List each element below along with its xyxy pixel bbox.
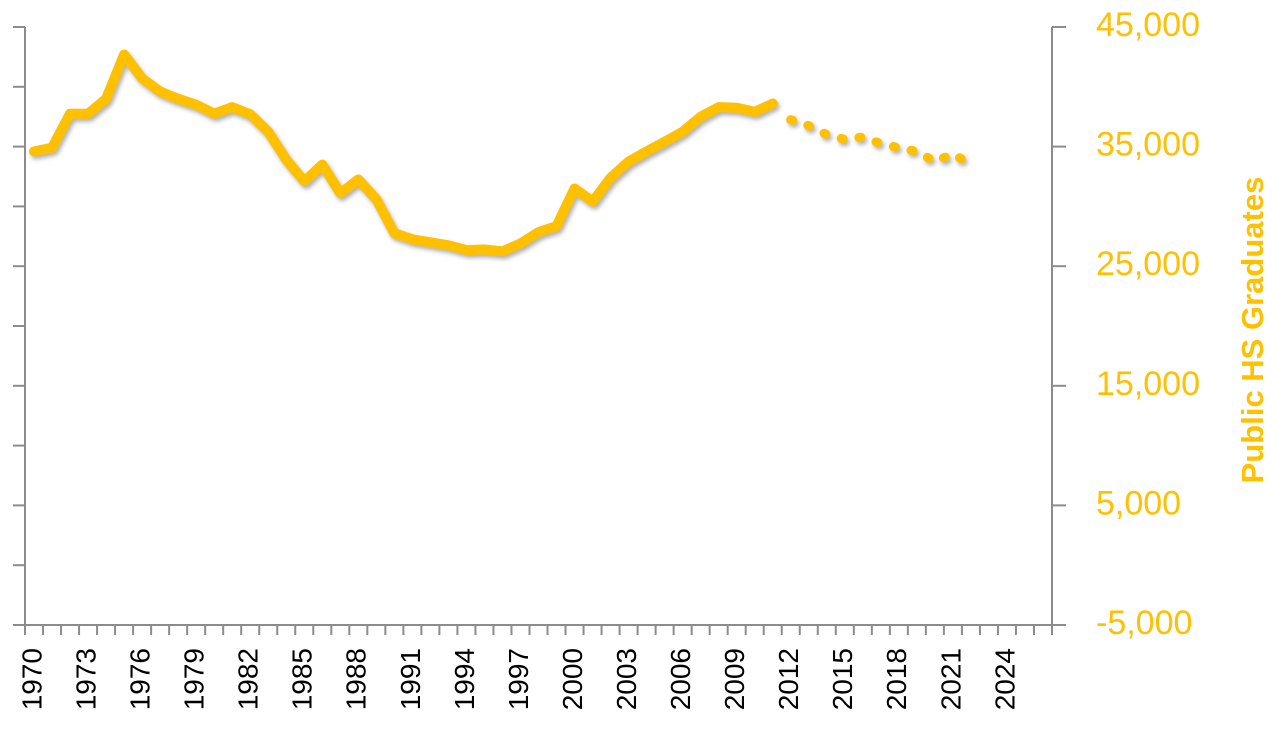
x-tick-label: 2003 [611, 648, 642, 710]
x-tick-label: 1991 [395, 648, 426, 710]
y2-tick-label: 5,000 [1096, 484, 1181, 522]
x-tick-label: 2015 [827, 648, 858, 710]
x-tick-label: 1994 [449, 648, 480, 710]
y2-tick-label: 15,000 [1096, 365, 1200, 403]
y2-tick-label: 45,000 [1096, 6, 1200, 44]
series-line [786, 115, 976, 169]
x-tick-label: 2006 [665, 648, 696, 710]
x-tick-label: 1976 [125, 648, 156, 710]
x-tick-label: 1970 [16, 648, 47, 710]
x-tick-label: 2012 [773, 648, 804, 710]
x-tick-label: 1985 [287, 648, 318, 710]
y2-tick-label: -5,000 [1096, 604, 1192, 642]
x-tick-label: 2009 [719, 648, 750, 710]
x-tick-label: 1979 [179, 648, 210, 710]
x-tick-label: 1988 [341, 648, 372, 710]
x-tick-label: 2018 [881, 648, 912, 710]
y2-tick-label: 25,000 [1096, 245, 1200, 283]
y2-tick-label: 35,000 [1096, 126, 1200, 164]
series-line [29, 49, 778, 257]
x-tick-label: 1982 [233, 648, 264, 710]
x-tick-label: 2024 [989, 648, 1020, 710]
y2-axis-label: Public HS Graduates [1235, 177, 1270, 484]
x-tick-label: 2000 [557, 648, 588, 710]
x-tick-label: 1973 [70, 648, 101, 710]
x-tick-label: 2021 [935, 648, 966, 710]
x-tick-label: 1997 [503, 648, 534, 710]
